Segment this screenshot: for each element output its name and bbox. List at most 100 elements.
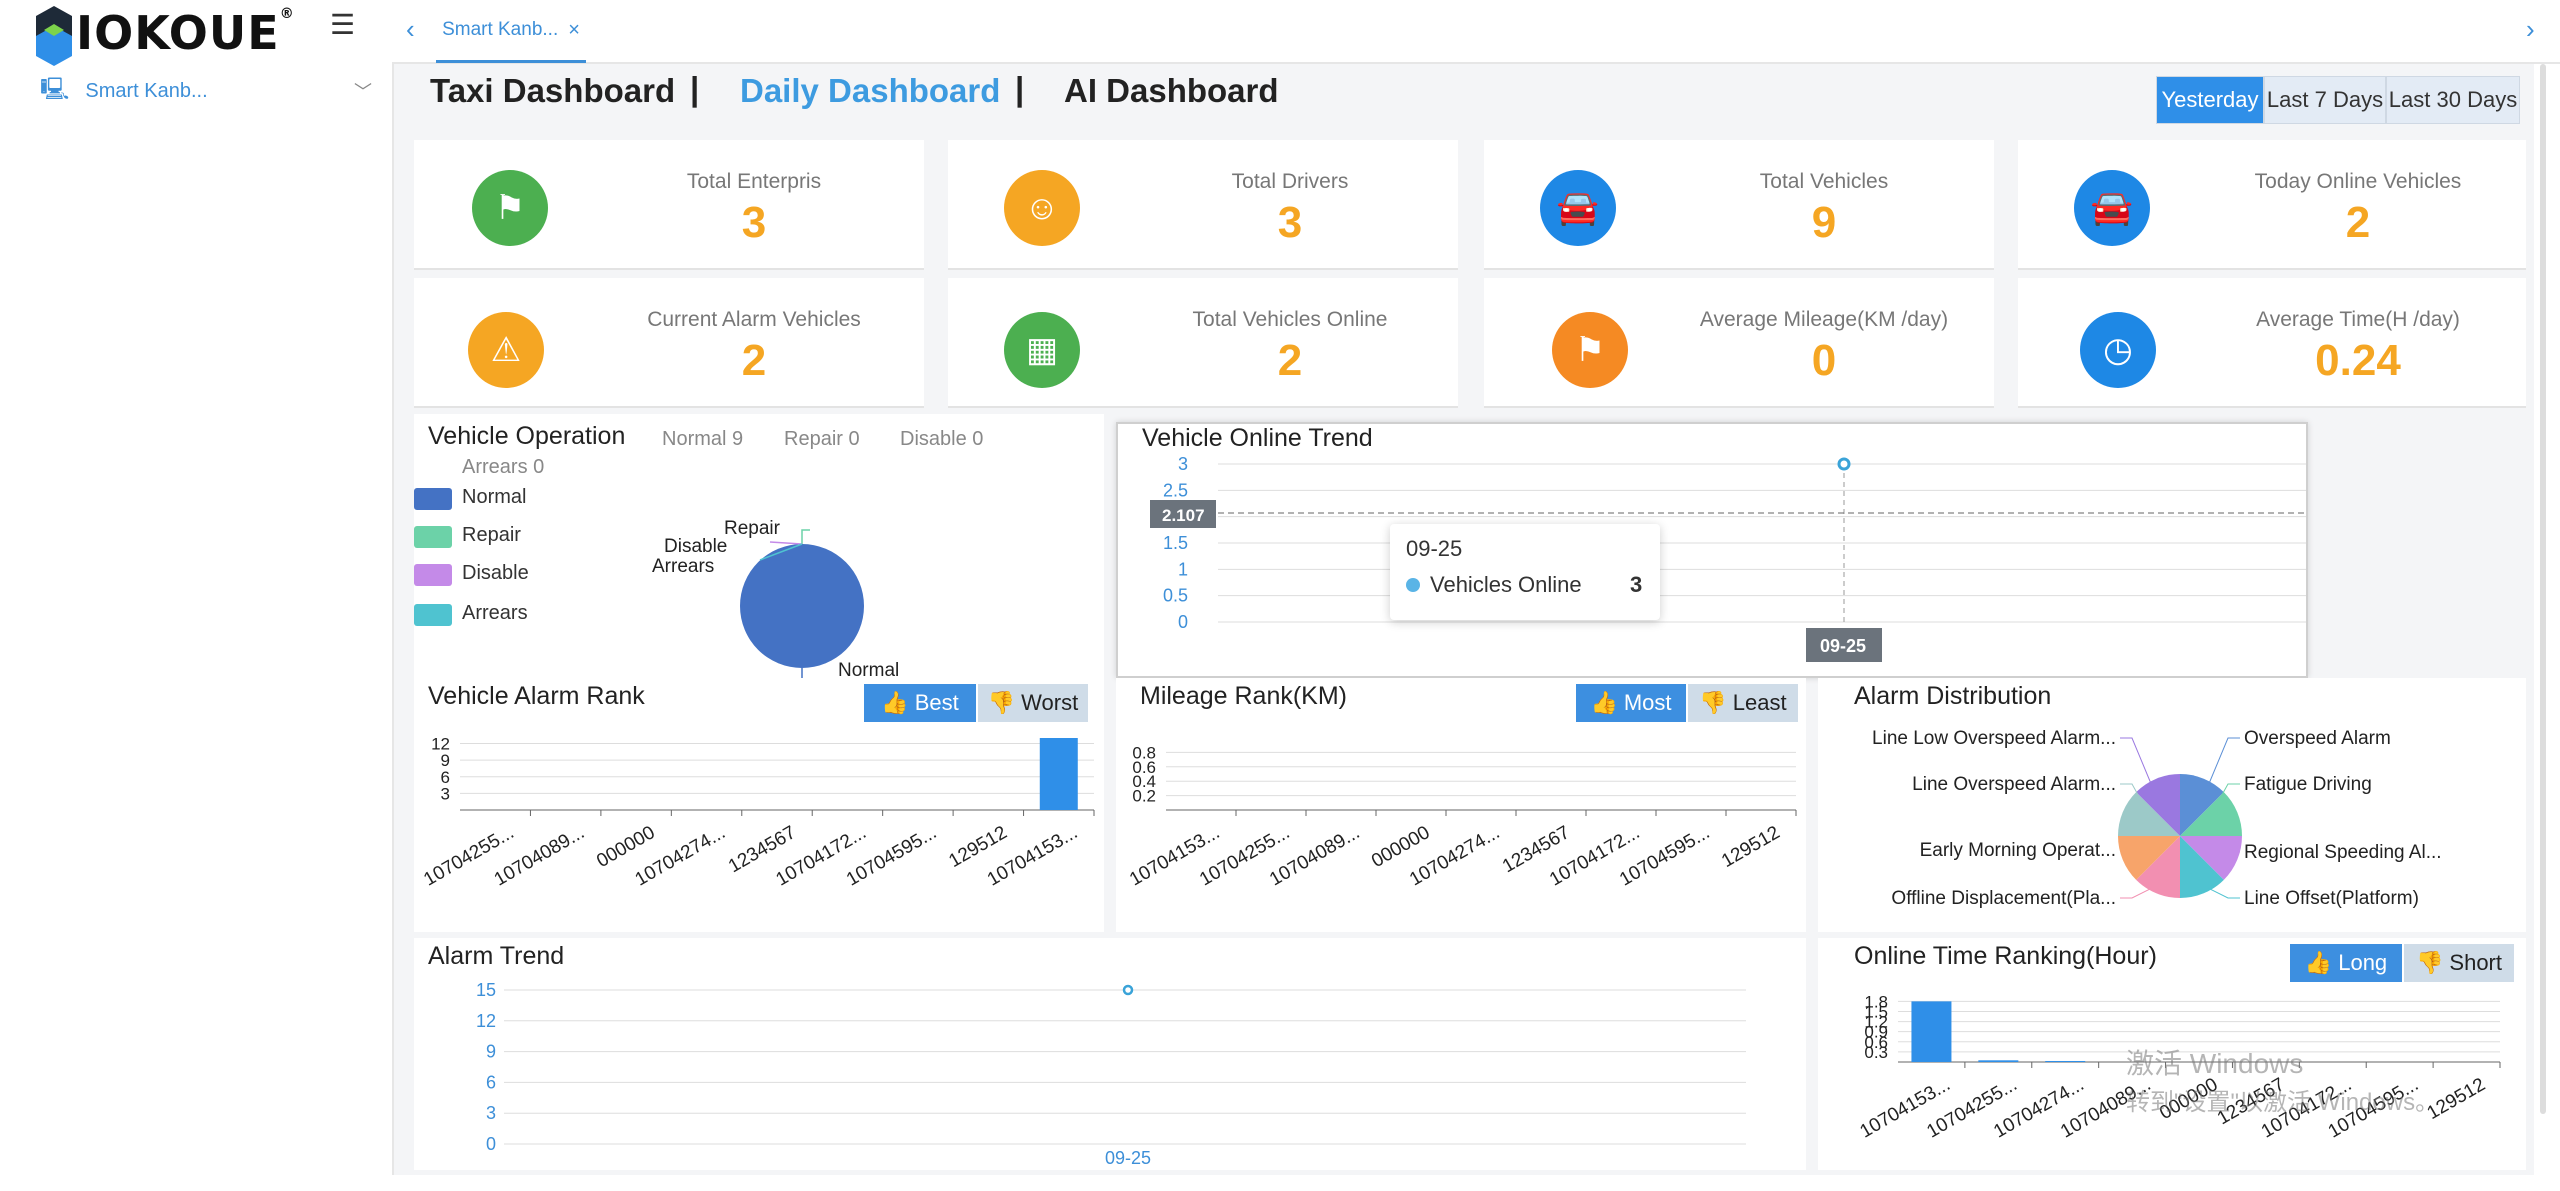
pie-slice[interactable] [2180, 774, 2224, 836]
y-tick-label: 6 [441, 768, 450, 787]
leader-arrears [759, 543, 803, 561]
nav-ai-dashboard[interactable]: AI Dashboard [1064, 72, 1279, 109]
leader-disable [769, 541, 803, 545]
legend-swatch-arrears[interactable] [414, 604, 452, 626]
legend-label-repair[interactable]: Repair [462, 524, 521, 546]
stat-label: Total Vehicles Online [1192, 308, 1388, 331]
stat-value: 9 [1811, 198, 1837, 247]
tab-scroll-right-icon[interactable]: › [2526, 14, 2535, 44]
y-pointer-value: 2.107 [1162, 506, 1205, 525]
bar[interactable] [2045, 1060, 2086, 1062]
x-tick-label: 09-25 [1105, 1148, 1151, 1168]
pie-slice[interactable] [2118, 836, 2180, 880]
pie-label: Early Morning Operat... [1920, 840, 2116, 861]
pie-slice-normal[interactable] [740, 544, 864, 668]
stat-card-total-drivers: ☺ Total Drivers 3 [948, 140, 1458, 270]
vertical-scrollbar[interactable] [2540, 64, 2546, 1114]
sidebar-item-smart-kanban[interactable]: 🖳 Smart Kanb... ﹀ [40, 74, 380, 108]
y-tick-label: 1.5 [1864, 1002, 1888, 1021]
legend-swatch-normal[interactable] [414, 488, 452, 510]
long-button[interactable]: 👍 Long [2290, 944, 2402, 982]
leader-line [2207, 783, 2240, 821]
pie-label: Line Low Overspeed Alarm... [1872, 728, 2116, 749]
most-button[interactable]: 👍 Most [1576, 684, 1686, 722]
leader-line [2120, 783, 2153, 821]
stat-label: Average Time(H /day) [2256, 308, 2460, 331]
bar[interactable] [1978, 1060, 2019, 1062]
filter-yesterday-button[interactable]: Yesterday [2156, 76, 2264, 124]
legend-label-normal[interactable]: Normal [462, 486, 527, 508]
worst-label: Worst [1021, 690, 1079, 715]
panel-alarm-trend: Alarm Trend 15 12 9 6 3 0 09-25 [414, 938, 1806, 1170]
nav-daily-dashboard[interactable]: Daily Dashboard [740, 72, 1001, 109]
stat-label: Total Drivers [1231, 170, 1349, 193]
thumbs-up-icon: 👍 [881, 690, 909, 715]
panel-title: Alarm Trend [428, 942, 565, 970]
panel-title: Online Time Ranking(Hour) [1854, 942, 2157, 970]
stat-card-current-alarm-vehicles: ⚠ Current Alarm Vehicles 2 [414, 278, 924, 408]
chart-tooltip: 09-25 Vehicles Online 3 [1390, 524, 1660, 620]
summary-normal: Normal 9 [662, 428, 744, 450]
legend-label-disable[interactable]: Disable [462, 562, 529, 584]
leader-line [2207, 737, 2240, 787]
y-tick-label: 0.3 [1864, 1043, 1888, 1062]
tooltip-date: 09-25 [1406, 536, 1463, 561]
panel-vehicle-online-trend: Vehicle Online Trend 32.521.510.50 2.107… [1116, 422, 2308, 678]
leader-line [2120, 887, 2153, 899]
filter-last-7-days-button[interactable]: Last 7 Days [2264, 76, 2386, 124]
nav-separator: | [1015, 70, 1025, 107]
pie-slice[interactable] [2136, 836, 2180, 898]
y-tick-label: 12 [476, 1011, 496, 1031]
stat-value: 0 [1811, 336, 1837, 385]
y-tick-label: 12 [431, 735, 450, 754]
stat-card-today-online-vehicles: 🚘 Today Online Vehicles 2 [2018, 140, 2526, 270]
y-tick-label: 1.2 [1864, 1013, 1888, 1032]
filter-last-30-days-button[interactable]: Last 30 Days [2386, 76, 2520, 124]
legend-swatch-repair[interactable] [414, 526, 452, 548]
pie-label-repair: Repair [724, 518, 781, 539]
least-button[interactable]: 👎 Least [1688, 684, 1798, 722]
legend-label-arrears[interactable]: Arrears [462, 602, 528, 624]
y-tick-label: 3 [1178, 454, 1188, 474]
short-button[interactable]: 👎 Short [2404, 944, 2514, 982]
pie-slice[interactable] [2136, 774, 2180, 836]
stat-value: 2 [1277, 336, 1303, 385]
stat-card-average-time: ◷ Average Time(H /day) 0.24 [2018, 278, 2526, 408]
pie-slice[interactable] [2180, 836, 2242, 880]
y-tick-label: 0.6 [1864, 1033, 1888, 1052]
panel-online-time-ranking: Online Time Ranking(Hour) 👍 Long 👎 Short 1… [1818, 938, 2526, 1170]
tab-scroll-left-icon[interactable]: ‹ [406, 14, 415, 44]
panel-title: Vehicle Operation [428, 422, 626, 450]
summary-repair: Repair 0 [784, 428, 860, 450]
stat-value: 0.24 [2315, 336, 2401, 385]
bar[interactable] [1911, 1001, 1952, 1062]
flag-icon: ⚑ [472, 170, 548, 246]
legend-swatch-disable[interactable] [414, 564, 452, 586]
thumbs-up-icon: 👍 [2304, 950, 2333, 975]
y-tick-label: 3 [486, 1103, 496, 1123]
sidebar-item-label: Smart Kanb... [85, 79, 208, 102]
tab-close-icon[interactable]: × [568, 18, 580, 41]
panel-alarm-distribution: Alarm Distribution Overspeed Alarm Fatigu… [1818, 678, 2526, 932]
logo-text: IOKOUE® [76, 6, 295, 60]
collapse-menu-icon[interactable]: ☰ [330, 9, 356, 40]
y-tick-label: 0 [1178, 612, 1188, 632]
y-tick-label: 0.4 [1132, 772, 1156, 791]
stat-card-total-vehicles: 🚘 Total Vehicles 9 [1484, 140, 1994, 270]
worst-button[interactable]: 👎 Worst [978, 684, 1088, 722]
nav-taxi-dashboard[interactable]: Taxi Dashboard [430, 72, 676, 109]
clock-icon: ◷ [2080, 312, 2156, 388]
short-label: Short [2449, 950, 2502, 975]
leader-normal [801, 668, 803, 678]
thumbs-down-icon: 👎 [2416, 950, 2444, 975]
data-point[interactable] [1122, 984, 1134, 996]
best-button[interactable]: 👍 Best [864, 684, 976, 722]
stat-label: Today Online Vehicles [2254, 170, 2462, 193]
pie-slice[interactable] [2180, 836, 2224, 898]
tab-smart-kanban[interactable]: Smart Kanb... × [436, 0, 586, 63]
y-tick-label: 3 [441, 784, 450, 803]
data-point[interactable] [1837, 457, 1851, 471]
bar[interactable] [1039, 738, 1078, 810]
tab-bar: ‹ Smart Kanb... × › [392, 0, 2560, 64]
